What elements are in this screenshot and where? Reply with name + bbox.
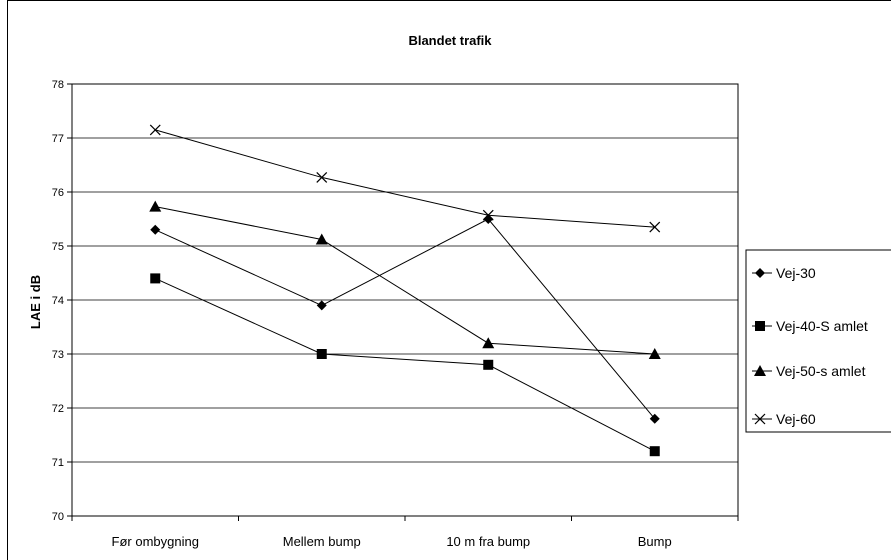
x-axis-categories: Før ombygning Mellem bump 10 m fra bump Bum… [112,534,672,549]
series-line [155,277,655,452]
y-tick-label: 71 [52,457,64,469]
y-axis-ticks: 70 71 72 73 74 75 76 77 78 [52,79,72,523]
legend-label: Vej-60 [776,411,816,427]
data-point [482,209,494,221]
x-category-label: Bump [638,534,672,549]
legend-label: Vej-40-S amlet [776,318,868,334]
data-point [649,221,661,233]
x-category-label: Før ombygning [112,534,199,549]
legend-label: Vej-30 [776,265,816,281]
series-1 [150,214,660,424]
marker-stroke [149,124,161,136]
series-line [155,129,655,228]
data-point [482,337,495,349]
data-point [149,200,162,212]
series-4 [149,124,661,233]
data-point [649,446,660,457]
series-3 [149,200,661,359]
data-point [149,124,161,136]
legend-marker [755,321,765,331]
y-tick-label: 76 [52,187,64,199]
marker-stroke [482,209,494,221]
marker-stroke [649,221,661,233]
chart-frame [7,0,891,560]
data-point [649,413,660,424]
data-point [316,171,328,183]
y-tick-label: 72 [52,403,64,415]
y-axis-label: LAE i dB [28,275,43,329]
x-category-label: Mellem bump [283,534,361,549]
y-tick-label: 77 [52,133,64,145]
legend-marker [754,365,766,376]
legend-label: Vej-50-s amlet [776,363,866,379]
data-point [150,273,161,284]
legend-box [745,249,891,433]
chart-title: Blandet trafik [408,33,492,48]
marker-stroke [754,413,766,425]
data-point [316,349,327,359]
legend-marker [754,413,766,425]
y-tick-label: 70 [52,511,64,523]
data-point [316,300,327,311]
legend: Vej-30 Vej-40-S amlet Vej-50-s amlet Vej-60 [745,249,891,433]
axes [71,83,739,521]
data-point [483,214,494,224]
y-tick-label: 74 [52,295,64,307]
x-category-label: 10 m fra bump [446,534,530,549]
data-point [315,233,328,245]
y-tick-label: 75 [52,241,64,253]
series-line [155,206,655,355]
data-point [648,348,661,359]
series-group [149,124,661,457]
gridlines [72,83,738,517]
y-tick-label: 73 [52,349,64,361]
data-point [483,359,494,370]
marker-stroke [316,171,328,183]
data-point [150,224,161,235]
y-tick-label: 78 [52,79,64,91]
series-line [155,218,656,420]
series-2 [150,273,660,457]
legend-marker [755,268,765,278]
